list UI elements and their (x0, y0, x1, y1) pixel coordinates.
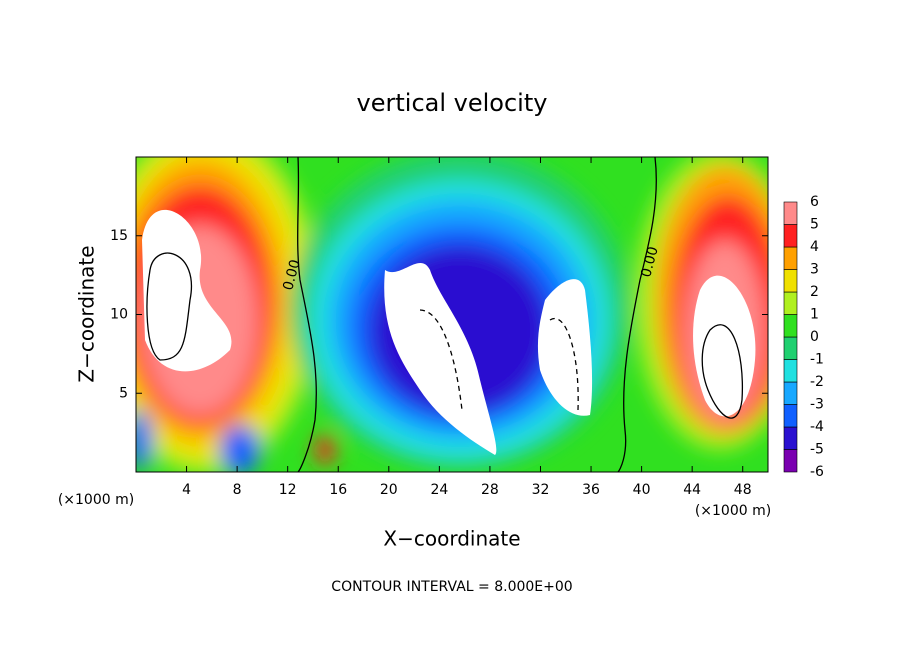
colorbar-label: 3 (810, 262, 819, 278)
colorbar-label: -3 (810, 397, 824, 413)
x-tick-label: 32 (532, 482, 550, 498)
x-tick-label: 16 (329, 482, 347, 498)
colorbar-label: -1 (810, 352, 824, 368)
colorbar-label: 1 (810, 307, 819, 323)
y-tick-label: 5 (119, 385, 128, 401)
field: 0.00 0.00 (136, 157, 768, 472)
y-tick-label: 15 (110, 228, 128, 244)
colorbar-swatch (783, 426, 798, 450)
x-tick-label: 48 (734, 482, 752, 498)
y-axis-label: Z−coordinate (75, 245, 99, 382)
colorbar-swatch (783, 314, 798, 338)
x-tick-label: 36 (582, 482, 600, 498)
colorbar-swatch (783, 336, 798, 360)
x-tick-label: 4 (182, 482, 191, 498)
x-unit: (×1000 m) (58, 492, 134, 508)
colorbar-label: -4 (810, 419, 824, 435)
footnote: CONTOUR INTERVAL = 8.000E+00 (331, 579, 572, 595)
colorbar-swatch (783, 359, 798, 383)
colorbar-swatch (783, 449, 798, 473)
x-tick-label: 40 (633, 482, 651, 498)
colorbar-swatch (783, 224, 798, 248)
colorbar-swatch (783, 246, 798, 270)
colorbar-swatch (783, 269, 798, 293)
colorbar-label: -2 (810, 374, 824, 390)
contour-label: 0.00 (280, 258, 304, 292)
x-tick-label: 28 (481, 482, 499, 498)
colorbar-label: 4 (810, 239, 819, 255)
chart-title: vertical velocity (357, 89, 548, 117)
x-tick-label: 20 (380, 482, 398, 498)
y-tick-label: 10 (110, 307, 128, 323)
colorbar-label: 0 (810, 329, 819, 345)
x-tick-label: 24 (430, 482, 448, 498)
colorbar-swatch (783, 404, 798, 428)
x-tick-label: 12 (279, 482, 297, 498)
colorbar-label: -5 (810, 442, 824, 458)
colorbar-label: 5 (810, 217, 819, 233)
x-unit: (×1000 m) (695, 503, 771, 519)
colorbar-label: -6 (810, 464, 824, 480)
colorbar-label: 6 (810, 194, 819, 210)
contour-label: 0.00 (638, 245, 662, 279)
x-tick-label: 8 (233, 482, 242, 498)
colorbar-swatch (783, 201, 798, 225)
colorbar-label: 2 (810, 284, 819, 300)
x-axis-label: X−coordinate (383, 527, 520, 551)
colorbar-swatch (783, 381, 798, 405)
x-tick-label: 44 (683, 482, 701, 498)
colorbar-swatch (783, 291, 798, 315)
